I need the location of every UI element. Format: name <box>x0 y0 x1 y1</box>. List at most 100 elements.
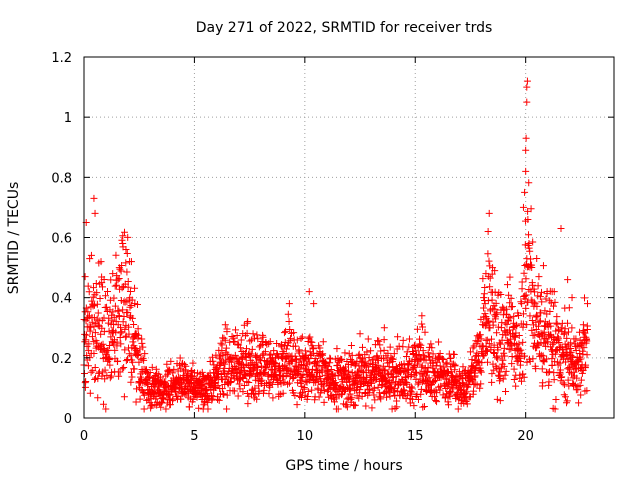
data-point <box>285 300 293 308</box>
data-point <box>119 240 127 248</box>
data-point <box>140 391 148 399</box>
data-point <box>545 378 553 386</box>
data-point <box>92 279 100 287</box>
data-point <box>356 386 364 394</box>
data-point <box>97 258 105 266</box>
data-point <box>118 284 126 292</box>
data-point <box>125 330 133 338</box>
data-point <box>410 402 418 410</box>
data-point <box>123 249 131 257</box>
data-point <box>485 209 493 217</box>
data-point <box>378 382 386 390</box>
data-point <box>305 334 313 342</box>
data-point <box>367 347 375 355</box>
data-point <box>101 375 109 383</box>
data-point <box>85 288 93 296</box>
data-point <box>528 326 536 334</box>
data-point <box>140 356 148 364</box>
data-point <box>445 401 453 409</box>
data-point <box>556 359 564 367</box>
data-point <box>89 284 97 292</box>
data-point <box>189 359 197 367</box>
data-point <box>528 279 536 287</box>
data-point <box>424 349 432 357</box>
data-point <box>525 179 533 187</box>
data-point <box>282 345 290 353</box>
data-point <box>502 387 510 395</box>
data-point <box>292 342 300 350</box>
data-point <box>515 331 523 339</box>
data-point <box>484 358 492 366</box>
data-point <box>274 380 282 388</box>
data-point <box>520 373 528 381</box>
data-point <box>245 379 253 387</box>
data-point <box>122 246 130 254</box>
data-point <box>523 83 531 91</box>
data-point <box>244 400 252 408</box>
data-point <box>295 367 303 375</box>
data-point <box>499 303 507 311</box>
data-point <box>510 312 518 320</box>
data-point <box>124 309 132 317</box>
data-point <box>276 377 284 385</box>
data-point <box>345 367 353 375</box>
data-point <box>376 341 384 349</box>
data-point <box>94 375 102 383</box>
data-point <box>258 337 266 345</box>
data-point <box>93 300 101 308</box>
data-point <box>109 308 117 316</box>
data-point <box>527 255 535 263</box>
data-point <box>117 340 125 348</box>
data-point <box>581 294 589 302</box>
data-point <box>569 353 577 361</box>
data-point <box>550 376 558 384</box>
data-point <box>163 360 171 368</box>
data-point <box>204 398 212 406</box>
data-point <box>574 341 582 349</box>
data-point <box>218 385 226 393</box>
data-point <box>94 309 102 317</box>
data-point <box>518 300 526 308</box>
data-point <box>538 288 546 296</box>
data-point <box>572 347 580 355</box>
data-point <box>482 270 490 278</box>
data-point <box>110 294 118 302</box>
data-point <box>454 405 462 413</box>
data-point <box>86 255 94 263</box>
data-point <box>568 294 576 302</box>
data-point <box>146 373 154 381</box>
x-tick-label: 5 <box>190 429 198 444</box>
data-point <box>565 328 573 336</box>
data-point <box>140 405 148 413</box>
data-point <box>125 323 133 331</box>
data-point <box>111 282 119 290</box>
data-point <box>134 352 142 360</box>
data-point <box>340 366 348 374</box>
data-point <box>376 389 384 397</box>
data-point <box>481 283 489 291</box>
data-point <box>535 273 543 281</box>
data-point <box>510 375 518 383</box>
data-point <box>121 325 129 333</box>
data-point <box>99 340 107 348</box>
data-point <box>583 326 591 334</box>
data-point <box>371 396 379 404</box>
data-point <box>358 392 366 400</box>
data-point <box>485 340 493 348</box>
data-point <box>496 397 504 405</box>
data-point <box>166 401 174 409</box>
data-point <box>512 382 520 390</box>
data-point <box>209 357 217 365</box>
data-point <box>417 385 425 393</box>
data-point <box>577 342 585 350</box>
data-point <box>488 378 496 386</box>
data-point <box>469 387 477 395</box>
data-point <box>480 304 488 312</box>
data-point <box>319 350 327 358</box>
data-point <box>532 365 540 373</box>
data-point <box>176 354 184 362</box>
data-point <box>227 358 235 366</box>
data-point <box>421 328 429 336</box>
data-point <box>429 350 437 358</box>
data-point <box>554 334 562 342</box>
